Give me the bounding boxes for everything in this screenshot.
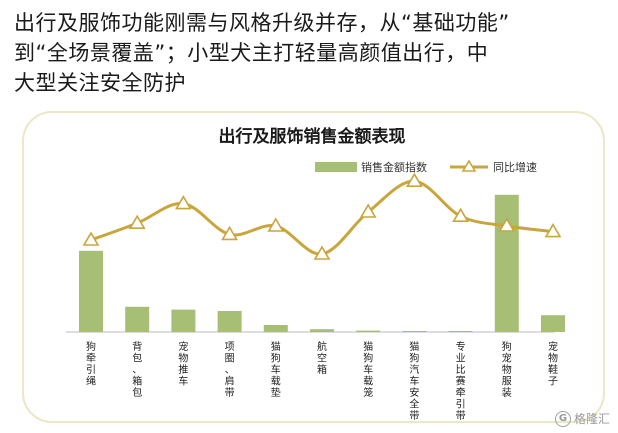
- growth-marker-11: [544, 223, 562, 238]
- legend-bar-label: 销售金额指数: [361, 160, 427, 174]
- headline-line-3: 大型关注安全防护: [14, 71, 186, 95]
- legend-line-marker: [461, 159, 477, 172]
- bar-3: [171, 309, 196, 332]
- legend: 销售金额指数 同比增速: [315, 159, 537, 174]
- x-tick-label-1: 狗牵引绳: [86, 340, 96, 388]
- headline-line-2: 到“全场景覆盖”；小型犬主打轻量高颜值出行，中: [14, 41, 489, 65]
- bar-7: [356, 330, 381, 332]
- growth-marker-7: [359, 203, 377, 218]
- growth-marker-3: [175, 195, 192, 210]
- growth-marker-1: [82, 231, 100, 246]
- watermark: G 格隆汇: [554, 410, 610, 427]
- watermark-text: 格隆汇: [573, 412, 610, 426]
- x-tick-label-11: 宠物鞋子: [548, 340, 558, 388]
- x-tick-label-4: 项圈、肩带: [225, 341, 235, 399]
- x-tick-label-10: 狗宠物服装: [502, 340, 512, 399]
- growth-marker-4: [221, 225, 238, 241]
- bar-4: [217, 311, 242, 332]
- x-tick-label-2: 背包、箱包: [132, 340, 142, 399]
- legend-line-label: 同比增速: [493, 160, 537, 174]
- bar-5: [263, 325, 288, 332]
- trend-line: [90, 179, 554, 256]
- bar-9: [448, 331, 473, 332]
- watermark-logo-icon: G: [554, 410, 571, 427]
- bar-11: [541, 315, 565, 332]
- x-tick-label-3: 宠物推车: [178, 340, 188, 388]
- x-tick-label-5: 猫狗车载垫: [271, 340, 281, 399]
- headline: 出行及服饰功能刚需与风格升级并存，从“基础功能” 到“全场景覆盖”；小型犬主打轻…: [14, 8, 604, 98]
- headline-line-1: 出行及服饰功能刚需与风格升级并存，从“基础功能”: [14, 11, 510, 35]
- bar-2: [125, 306, 150, 332]
- growth-marker-8: [406, 172, 423, 187]
- x-tick-label-9: 专业比赛牵引带: [456, 340, 466, 422]
- legend-bar-swatch: [315, 162, 357, 172]
- bar-10: [494, 194, 519, 332]
- growth-marker-5: [267, 217, 285, 232]
- growth-marker-2: [128, 214, 146, 229]
- growth-marker-9: [452, 207, 469, 222]
- bar-1: [79, 250, 103, 332]
- x-tick-label-8: 猫狗汽车安全带: [409, 340, 419, 422]
- chart-card: [22, 111, 605, 423]
- bar-6: [310, 329, 334, 332]
- bar-8: [402, 331, 427, 332]
- x-tick-label-7: 猫狗车载笼: [363, 340, 373, 399]
- growth-marker-6: [313, 245, 331, 260]
- chart-title: 出行及服饰销售金额表现: [219, 126, 406, 147]
- growth-marker-10: [498, 217, 516, 232]
- x-tick-label-6: 航空箱: [317, 340, 327, 376]
